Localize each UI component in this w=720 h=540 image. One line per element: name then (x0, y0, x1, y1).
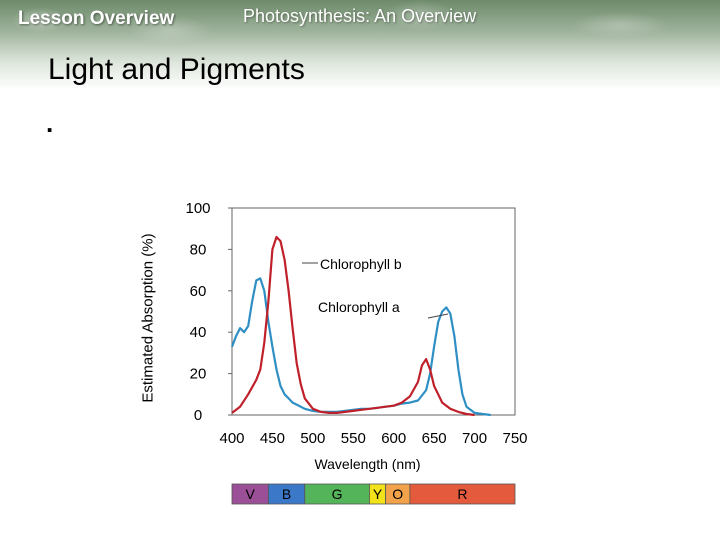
y-tick-label: 80 (190, 241, 207, 258)
spectrum-band-label: R (457, 486, 467, 502)
x-tick-label: 650 (422, 430, 447, 447)
x-tick-label: 700 (462, 430, 487, 447)
header-bar (0, 0, 720, 90)
x-tick-label: 500 (300, 430, 325, 447)
x-tick-label: 400 (219, 430, 244, 447)
label-layer: Wavelength (nm) Chlorophyll b Chlorophyl… (302, 256, 449, 472)
series-line-chlorophyll-b (231, 235, 475, 417)
y-tick-label: 40 (190, 324, 207, 341)
spectrum-band-r (409, 483, 516, 505)
y-tick-label: 20 (190, 366, 207, 383)
header-leaf-pattern (0, 0, 720, 90)
deck-title: Photosynthesis: An Overview (243, 6, 477, 26)
spectrum-band-label: Y (373, 486, 383, 502)
y-tick-label: 0 (194, 407, 202, 424)
bullet-point: . (46, 108, 54, 138)
spectrum-band-label: B (282, 486, 291, 502)
leader-line-chlorophyll-a (427, 313, 449, 319)
x-tick-label: 750 (502, 430, 527, 447)
spectrum-band-label: G (332, 486, 343, 502)
y-tick-label: 60 (190, 283, 207, 300)
spectrum-band-label: O (392, 486, 403, 502)
slide-title: Light and Pigments (48, 53, 305, 86)
x-tick-label: 450 (260, 430, 285, 447)
section-label: Lesson Overview (18, 8, 175, 29)
x-tick-label: 550 (341, 430, 366, 447)
x-tick-label: 600 (381, 430, 406, 447)
series-layer (230, 235, 491, 417)
spectrum-band-label: V (246, 486, 256, 502)
series-label-chlorophyll-b: Chlorophyll b (320, 256, 402, 272)
y-tick-label: 100 (185, 200, 210, 217)
series-label-chlorophyll-a: Chlorophyll a (318, 299, 400, 315)
x-axis-label: Wavelength (nm) (314, 456, 420, 472)
